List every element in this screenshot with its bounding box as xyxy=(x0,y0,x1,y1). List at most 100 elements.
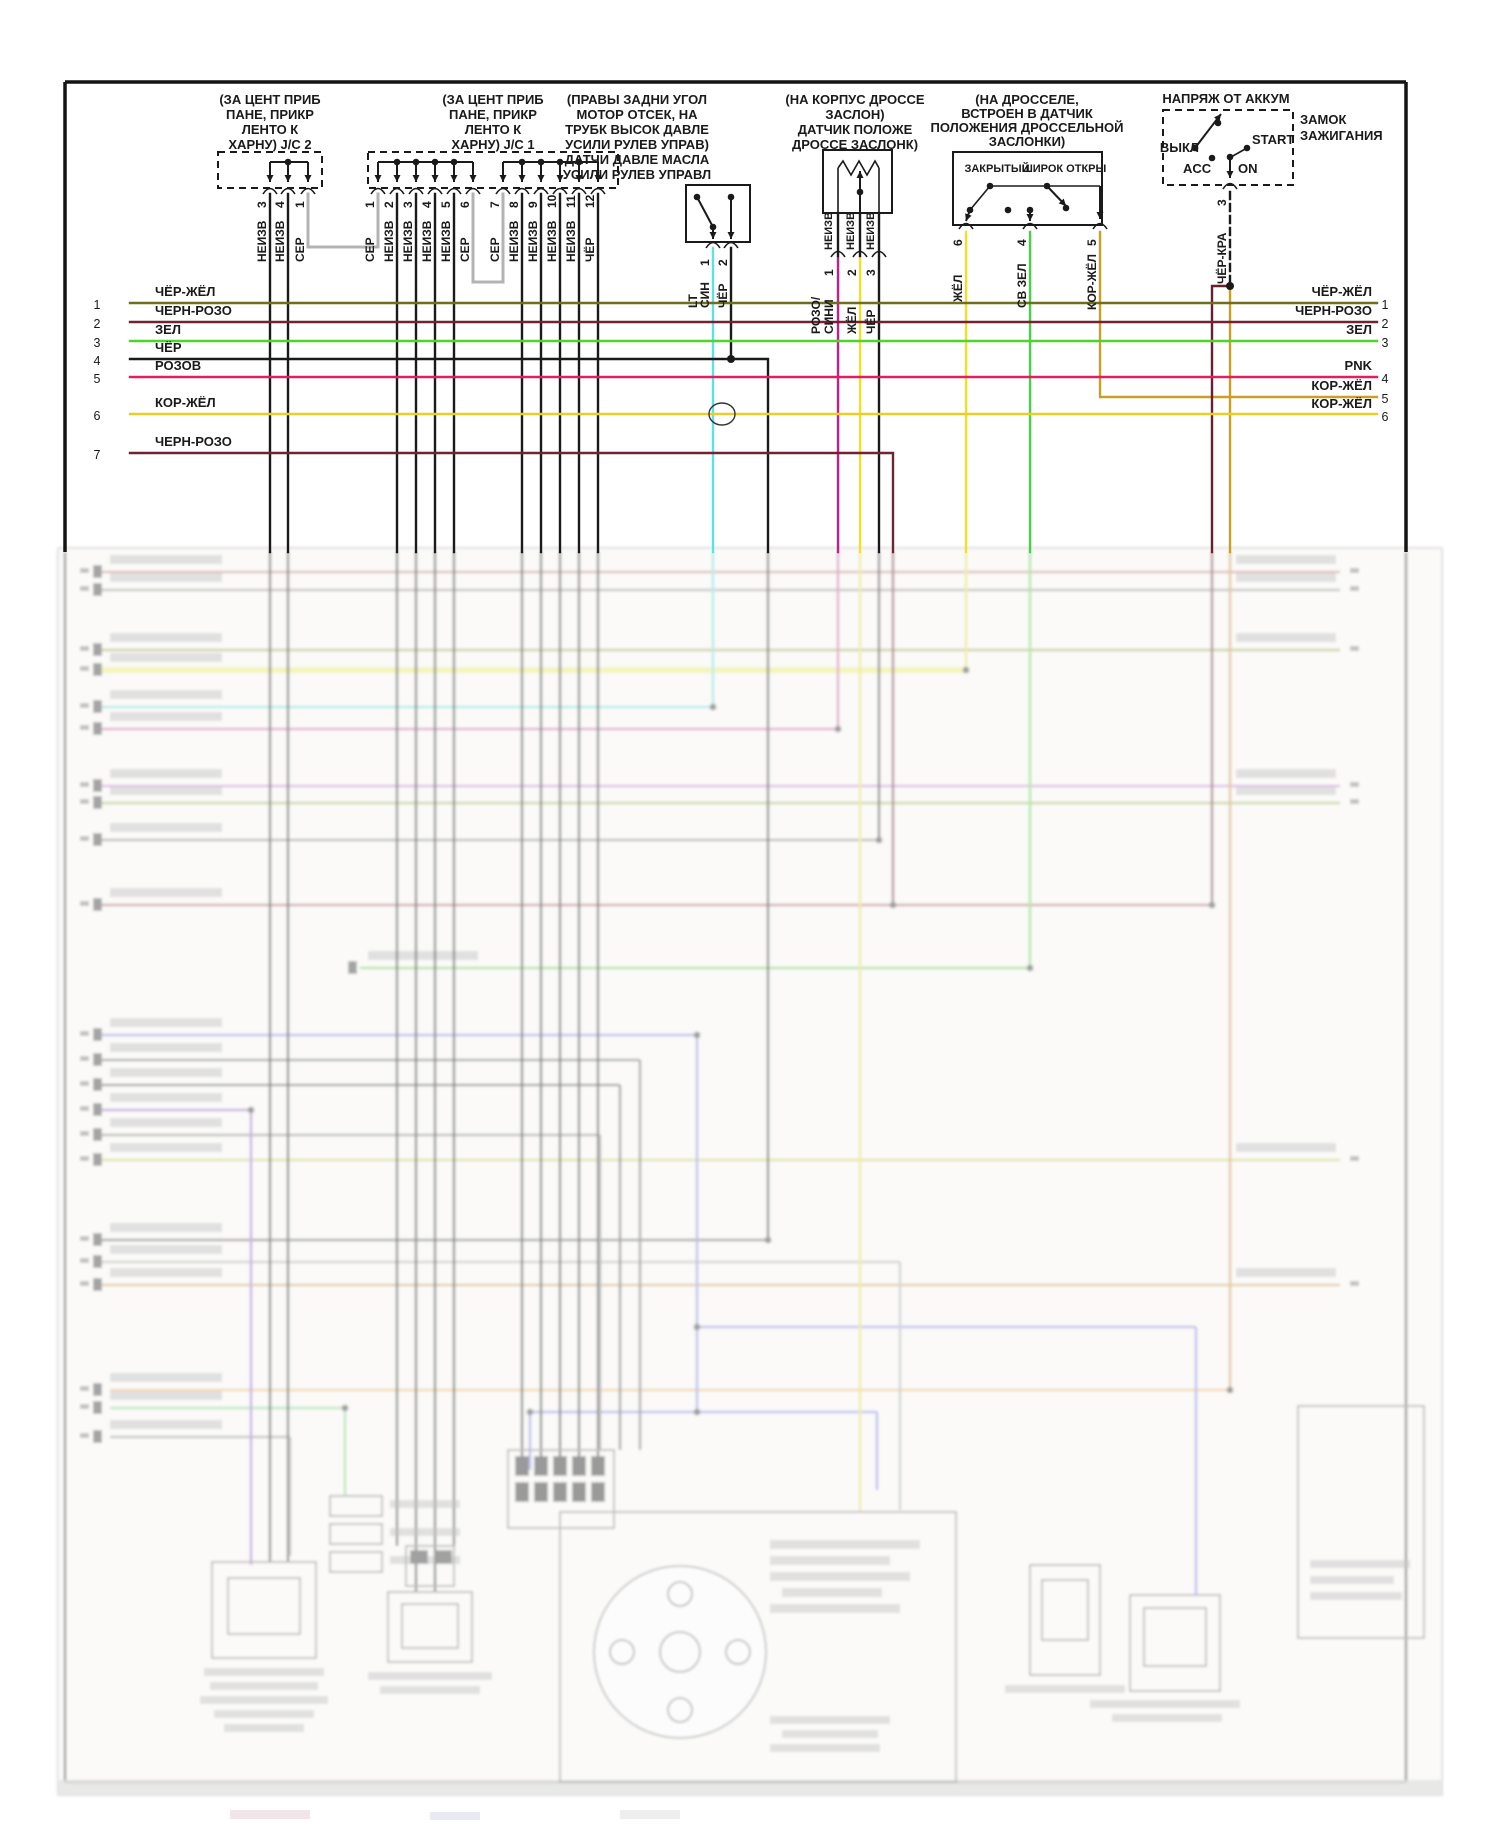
pin-color-label: НЕИЗВ xyxy=(420,220,434,262)
pin-color-label: НЕИЗВ xyxy=(273,220,287,262)
pin-color-label: НЕИЗВ xyxy=(507,220,521,262)
pin-color-label: НЕИЗВ xyxy=(255,220,269,262)
pin-number: 1 xyxy=(293,201,307,208)
row-number: 7 xyxy=(94,448,101,462)
row-number: 3 xyxy=(1382,336,1389,350)
row-label: ЧЁР-ЖЁЛ xyxy=(1312,284,1372,299)
page-bottom-mark xyxy=(620,1810,680,1819)
pin-number: 5 xyxy=(1085,239,1099,246)
pin-number: 5 xyxy=(439,201,453,208)
pin-color-label: СЕР xyxy=(488,237,502,262)
row-label: ЧЁР xyxy=(155,340,182,355)
jc2-title: ХАРНУ) J/C 2 xyxy=(228,137,311,152)
connector-grommet-circle xyxy=(708,402,736,426)
pin-color-label: НЕИЗВ xyxy=(382,220,396,262)
junction-dot xyxy=(1226,282,1234,290)
switch-contact xyxy=(696,196,714,228)
row-label: ЧЕРН-РОЗО xyxy=(155,434,232,449)
left-wire-rows: 1 ЧЁР-ЖЁЛ 2 ЧЕРН-РОЗО 3 ЗЕЛ 4 ЧЁР 5 РОЗО… xyxy=(94,282,1379,554)
tps-title: ЗАСЛОН) xyxy=(825,107,884,122)
jc1-title: ЛЕНТО К xyxy=(465,122,522,137)
pin-number: 2 xyxy=(845,269,859,276)
row-label: КОР-ЖЁЛ xyxy=(155,395,216,410)
throttle-title: ПОЛОЖЕНИЯ ДРОССЕЛЬНОЙ xyxy=(931,120,1124,135)
throttle-pin5-wire xyxy=(1098,230,1379,399)
pin-number: 1 xyxy=(822,269,836,276)
row-number: 5 xyxy=(94,372,101,386)
pin-number: 6 xyxy=(951,239,965,246)
faded-lower-diagram xyxy=(57,547,1443,1796)
row-label: ЧЁР-ЖЁЛ xyxy=(155,284,215,299)
black-red-wire xyxy=(1210,284,1232,554)
jc2-connector: (ЗА ЦЕНТ ПРИБ ПАНЕ, ПРИКР ЛЕНТО К ХАРНУ)… xyxy=(217,92,323,262)
ignition-pos-off: ВЫКЛ xyxy=(1160,140,1199,155)
pin-color-label: СЕР xyxy=(363,237,377,262)
page-bottom-mark xyxy=(430,1812,480,1820)
jc1-title: ПАНЕ, ПРИКР xyxy=(449,107,537,122)
row-label: ЗЕЛ xyxy=(1346,322,1372,337)
row-number: 2 xyxy=(94,317,101,331)
row-number: 6 xyxy=(1382,410,1389,424)
ps-title: УСИЛИ РУЛЕВ УПРАВЛ xyxy=(563,167,711,182)
faded-components xyxy=(200,1405,1425,1783)
pin-number: 3 xyxy=(1215,199,1229,206)
pin-number: 4 xyxy=(420,201,434,208)
tps-title: ДРОССЕ ЗАСЛОНК) xyxy=(792,137,918,152)
pin-color-label: НЕИЗВ xyxy=(526,220,540,262)
row-number: 5 xyxy=(1382,392,1389,406)
ps-title: (ПРАВЫ ЗАДНИ УГОЛ xyxy=(567,92,707,107)
battery-feed-label: НАПРЯЖ ОТ АККУМ xyxy=(1162,91,1289,106)
pin-color-label: КОР-ЖЁЛ xyxy=(1084,254,1099,310)
pin-number: 11 xyxy=(564,195,578,208)
ps-title: ДАТЧИ ДАВЛЕ МАСЛА xyxy=(565,152,710,167)
ignition-pos-start: START xyxy=(1252,132,1294,147)
pin-number: 2 xyxy=(382,201,396,208)
pin-color-label: ЧЁР xyxy=(582,238,597,262)
jc1-title: (ЗА ЦЕНТ ПРИБ xyxy=(442,92,543,107)
pin-inner-label: НЕИЗВ xyxy=(845,212,857,250)
row-label: КОР-ЖЁЛ xyxy=(1311,378,1372,393)
right-wire-rows: 1 ЧЁР-ЖЁЛ 2 ЧЕРН-РОЗО 3 ЗЕЛ 4 PNK 5 КОР-… xyxy=(1295,284,1388,424)
resistor-symbol xyxy=(837,159,880,177)
jc2-title: (ЗА ЦЕНТ ПРИБ xyxy=(219,92,320,107)
pin-color-label: LT xyxy=(686,294,700,308)
pin-color-label: СИНИ xyxy=(822,299,836,334)
pin-color-label: СИН xyxy=(698,282,712,308)
pin-inner-label: НЕИЗВ xyxy=(865,212,877,250)
row-number: 6 xyxy=(94,409,101,423)
pin-number: 3 xyxy=(864,269,878,276)
vertical-wires xyxy=(268,190,1379,554)
ps-title: ТРУБК ВЫСОК ДАВЛЕ xyxy=(565,122,709,137)
pin-color-label: НЕИЗВ xyxy=(564,220,578,262)
ignition-pos-on: ON xyxy=(1238,161,1258,176)
throttle-state-closed: ЗАКРЫТЫЙ xyxy=(964,162,1029,175)
row-label: ЧЕРН-РОЗО xyxy=(155,303,232,318)
ignition-name: ЗАМОК xyxy=(1300,112,1346,127)
ps-title: МОТОР ОТСЕК, НА xyxy=(577,107,699,122)
pin-number: 4 xyxy=(1015,239,1029,246)
throttle-position-sensor: (НА КОРПУС ДРОССЕ ЗАСЛОН) ДАТЧИК ПОЛОЖЕ … xyxy=(785,92,925,335)
jc1-title: ХАРНУ) J/C 1 xyxy=(451,137,534,152)
throttle-title: ЗАСЛОНКИ) xyxy=(989,134,1066,149)
page-bottom-mark xyxy=(230,1810,310,1819)
pin-number: 6 xyxy=(458,201,472,208)
pin-number: 3 xyxy=(401,201,415,208)
pin-number: 4 xyxy=(273,201,287,208)
row-number: 4 xyxy=(94,354,101,368)
pin-color-label: ЖЁЛ xyxy=(950,275,965,303)
tps-title: ДАТЧИК ПОЛОЖЕ xyxy=(798,122,913,137)
pin-number: 9 xyxy=(526,201,540,208)
pin-number: 2 xyxy=(716,259,730,266)
row-label: КОР-ЖЁЛ xyxy=(1311,396,1372,411)
throttle-title: ВСТРОЕН В ДАТЧИК xyxy=(961,106,1093,121)
pin-number: 8 xyxy=(507,201,521,208)
diagram-border xyxy=(63,80,1408,552)
ps-title: УСИЛИ РУЛЕВ УПРАВ) xyxy=(565,137,709,152)
jc2-title: ПАНЕ, ПРИКР xyxy=(226,107,314,122)
row-number: 3 xyxy=(94,336,101,350)
pin-number: 12 xyxy=(583,194,597,208)
pin-number: 3 xyxy=(255,201,269,208)
ignition-switch: НАПРЯЖ ОТ АККУМ ЗАМОК ЗАЖИГАНИЯ ВЫКЛ STA… xyxy=(1160,91,1383,284)
jc1-connector: (ЗА ЦЕНТ ПРИБ ПАНЕ, ПРИКР ЛЕНТО К ХАРНУ)… xyxy=(363,92,619,262)
